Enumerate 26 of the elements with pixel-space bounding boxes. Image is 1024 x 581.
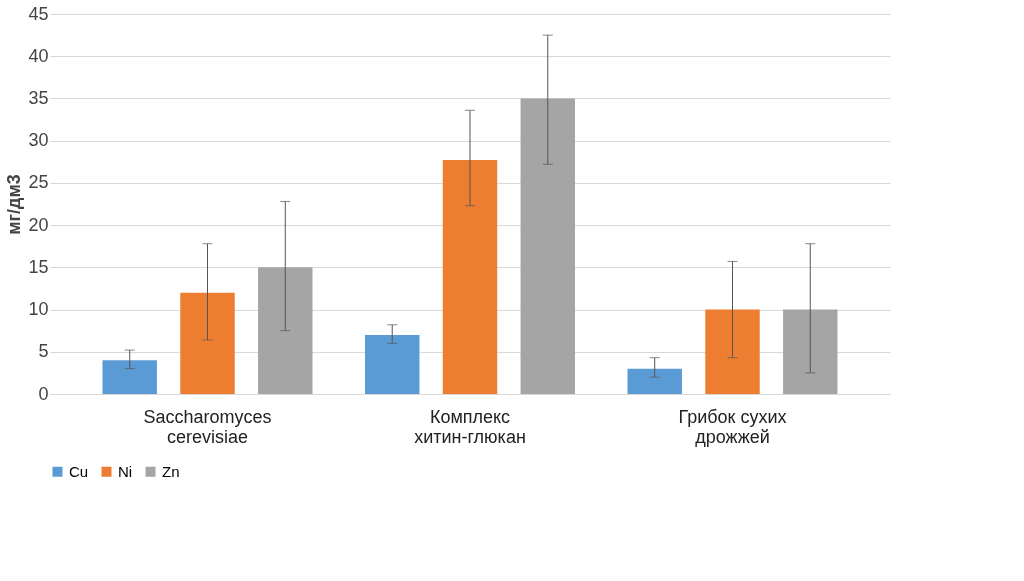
legend-label: Zn — [162, 462, 180, 480]
y-tick-label: 0 — [38, 383, 49, 404]
y-axis-title: мг/дм3 — [4, 174, 25, 235]
x-tick-label: Saccharomyces cerevisiae — [143, 406, 272, 447]
bar — [180, 292, 235, 394]
legend-label: Ni — [118, 462, 133, 480]
y-tick-label: 45 — [28, 3, 49, 24]
y-tick-label: 30 — [28, 130, 49, 151]
legend-label: Cu — [69, 462, 89, 480]
bar — [442, 160, 498, 394]
y-tick-label: 25 — [28, 172, 49, 193]
y-tick-label: 15 — [28, 256, 49, 277]
y-tick-label: 5 — [38, 341, 49, 362]
bar — [520, 98, 575, 394]
bar — [365, 334, 420, 394]
y-tick-label: 20 — [28, 214, 49, 235]
x-tick-label: Комплекс хитин-глюкан — [414, 406, 526, 447]
y-tick-label: 40 — [28, 45, 49, 66]
bar — [627, 368, 682, 394]
bar — [783, 309, 838, 394]
y-tick-label: 10 — [28, 299, 49, 320]
x-tick-label: Грибок сухих дрожжей — [678, 406, 787, 447]
bar — [102, 360, 157, 394]
y-tick-label: 35 — [28, 87, 49, 108]
bar — [258, 267, 313, 394]
bar — [705, 309, 760, 394]
